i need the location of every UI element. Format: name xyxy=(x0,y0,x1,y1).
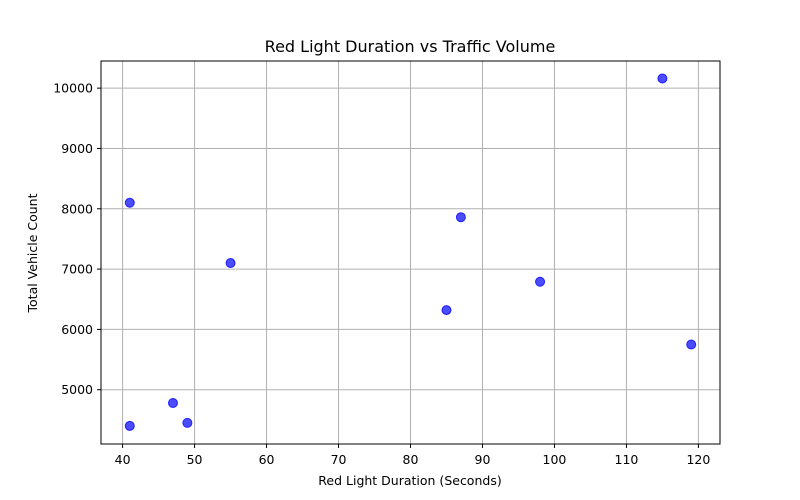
x-tick-label: 100 xyxy=(543,452,567,467)
y-tick-label: 10000 xyxy=(53,81,93,96)
data-points xyxy=(124,73,697,431)
axis-ticks: 40 50 60 70 80 90 100 110 120 5000 6000 7000 8000 900… xyxy=(53,81,710,467)
y-tick-label: 6000 xyxy=(61,322,93,337)
data-point xyxy=(124,197,135,208)
data-point xyxy=(441,305,452,316)
x-tick-label: 110 xyxy=(615,452,639,467)
x-tick-label: 120 xyxy=(686,452,710,467)
y-tick-label: 7000 xyxy=(61,262,93,277)
y-tick-label: 5000 xyxy=(61,382,93,397)
data-point xyxy=(225,258,236,269)
data-point xyxy=(167,397,178,408)
data-point xyxy=(455,212,466,223)
y-axis-label: Total Vehicle Count xyxy=(25,193,40,313)
data-point xyxy=(182,417,193,428)
data-point xyxy=(535,276,546,287)
data-point xyxy=(686,339,697,350)
x-tick-label: 40 xyxy=(115,452,131,467)
grid xyxy=(101,61,720,444)
y-tick-label: 8000 xyxy=(61,201,93,216)
x-tick-label: 50 xyxy=(187,452,203,467)
x-tick-label: 70 xyxy=(331,452,347,467)
x-tick-label: 80 xyxy=(403,452,419,467)
y-tick-label: 9000 xyxy=(61,141,93,156)
x-axis-label: Red Light Duration (Seconds) xyxy=(318,473,501,488)
chart-title: Red Light Duration vs Traffic Volume xyxy=(265,37,556,56)
x-tick-label: 60 xyxy=(259,452,275,467)
x-tick-label: 90 xyxy=(475,452,491,467)
data-point xyxy=(657,73,668,84)
data-point xyxy=(124,420,135,431)
